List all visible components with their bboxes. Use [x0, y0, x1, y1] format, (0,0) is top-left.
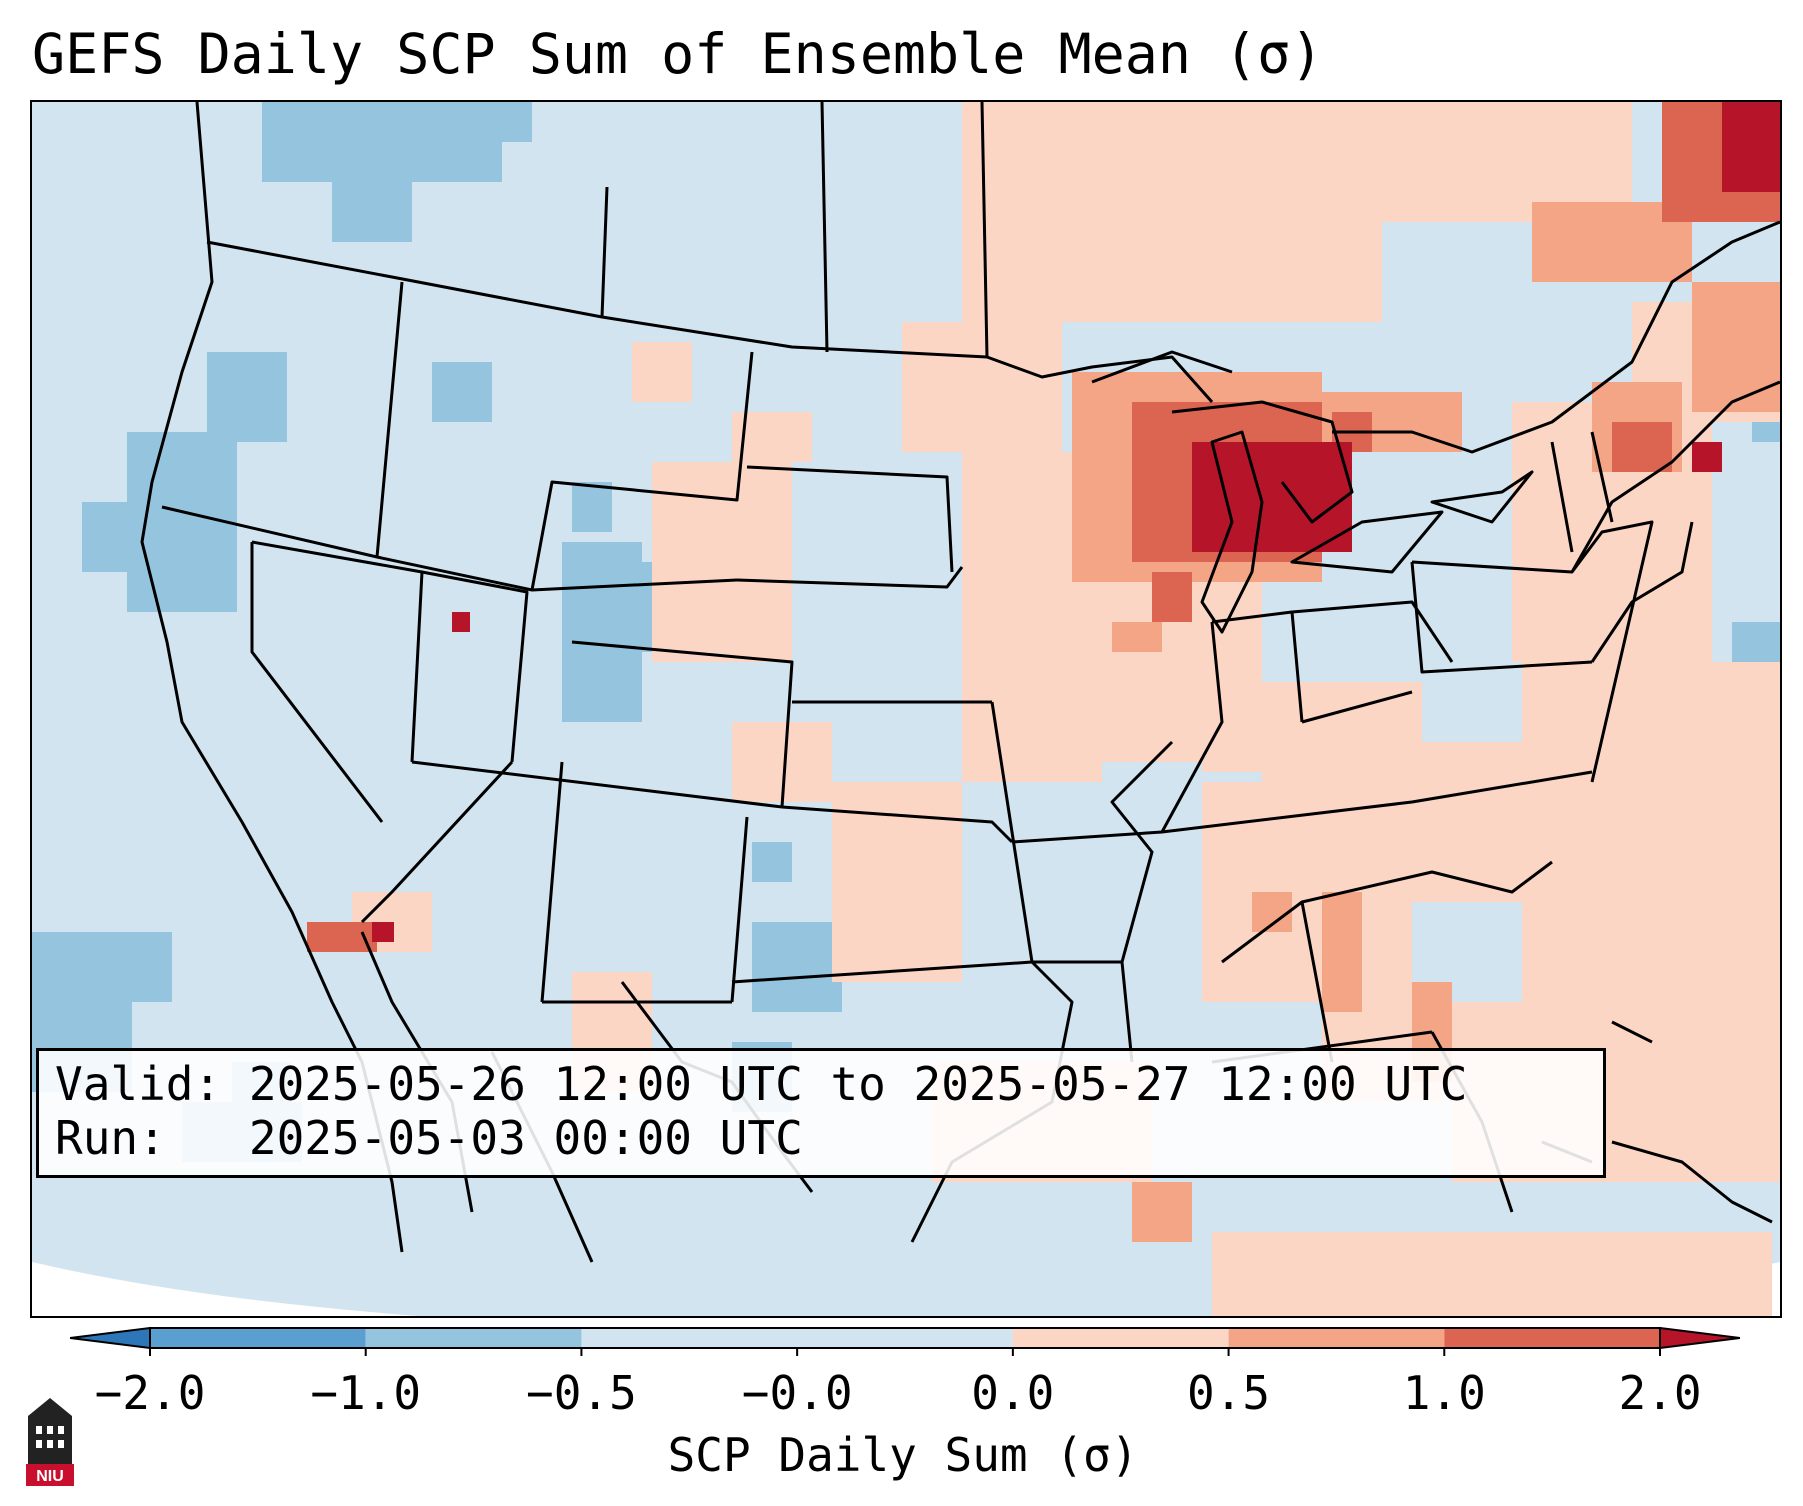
valid-run-info-box: Valid: 2025-05-26 12:00 UTC to 2025-05-2…: [36, 1048, 1606, 1178]
page-title: GEFS Daily SCP Sum of Ensemble Mean (σ): [32, 22, 1324, 86]
colorbar-tick-label: −0.5: [526, 1366, 637, 1420]
colorbar-segments: [149, 1327, 1661, 1356]
valid-time-range: 2025-05-26 12:00 UTC to 2025-05-27 12:00…: [248, 1057, 1468, 1111]
colorbar-segment: [581, 1328, 798, 1348]
colorbar-segment: [1012, 1328, 1229, 1348]
colorbar-segment: [1444, 1328, 1660, 1348]
positive-anomaly-extreme: [372, 102, 1780, 942]
colorbar-tick-label: 1.0: [1402, 1366, 1486, 1420]
colorbar-segment: [150, 1328, 366, 1348]
colorbar-extend-low: [70, 1326, 151, 1350]
state-borders: [140, 102, 1780, 1263]
valid-label: Valid:: [55, 1057, 222, 1111]
colorbar-extend-high: [1659, 1326, 1740, 1350]
colorbar-segment: [797, 1328, 1013, 1348]
run-time: 2025-05-03 00:00 UTC: [248, 1111, 803, 1165]
colorbar-tick-label: 0.5: [1187, 1366, 1271, 1420]
colorbar-tick-label: 2.0: [1618, 1366, 1702, 1420]
colorbar-tick-label: −2.0: [94, 1366, 206, 1420]
run-label: Run:: [55, 1111, 166, 1165]
colorbar-tick-label: 0.0: [971, 1366, 1055, 1420]
colorbar-segment: [365, 1328, 582, 1348]
colorbar: [70, 1326, 1740, 1356]
colorbar-tick-label: −1.0: [310, 1366, 422, 1420]
colorbar-segment: [1228, 1328, 1445, 1348]
colorbar-label: SCP Daily Sum (σ): [667, 1428, 1139, 1482]
colorbar-tick-label: −0.0: [741, 1366, 853, 1420]
logo-text: NIU: [36, 1468, 64, 1485]
university-tower-icon: NIU: [26, 1398, 74, 1486]
